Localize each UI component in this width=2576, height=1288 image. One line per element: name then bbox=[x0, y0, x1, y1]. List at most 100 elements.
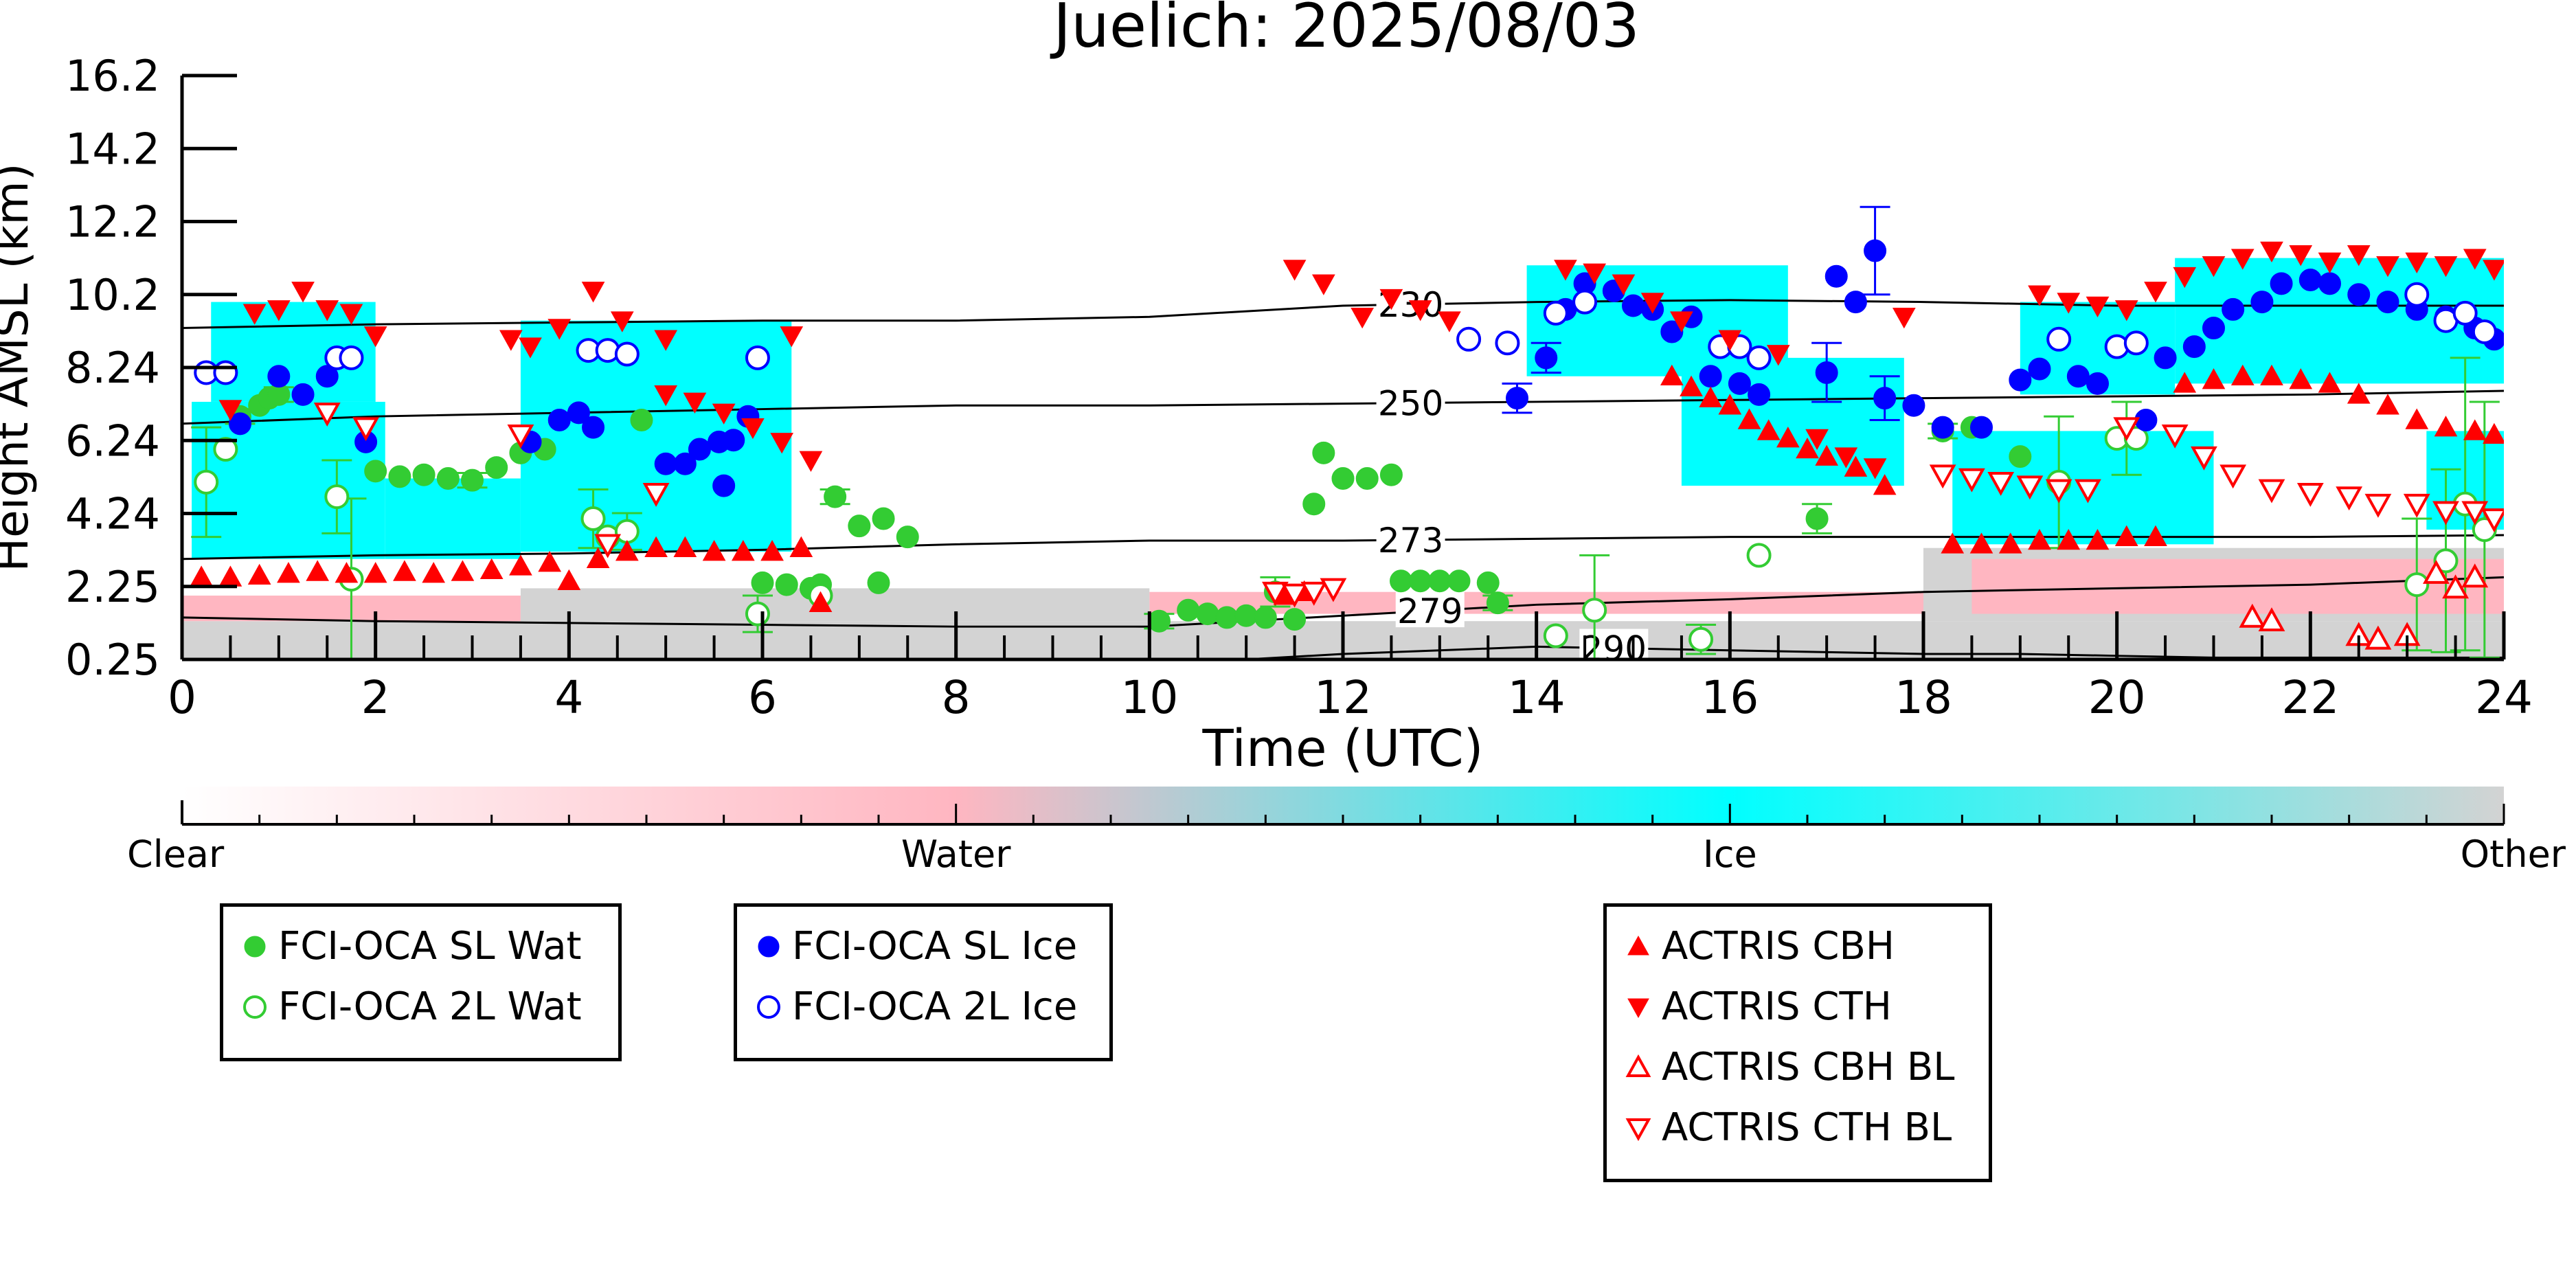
data-point bbox=[2336, 486, 2363, 511]
x-tick-label: 20 bbox=[2088, 671, 2146, 724]
data-point bbox=[586, 547, 610, 569]
data-point bbox=[2086, 528, 2110, 550]
data-point bbox=[1355, 467, 1379, 490]
data-point bbox=[538, 551, 562, 572]
data-point bbox=[1622, 294, 1645, 317]
data-point bbox=[2403, 493, 2430, 518]
data-point bbox=[2046, 326, 2072, 352]
legend-marker-icon bbox=[1625, 1118, 1651, 1142]
data-point bbox=[2289, 368, 2313, 389]
data-point bbox=[218, 565, 242, 587]
data-point bbox=[1805, 507, 1829, 530]
data-point bbox=[1572, 289, 1598, 315]
data-point bbox=[2296, 482, 2324, 507]
data-point bbox=[581, 282, 605, 303]
data-point bbox=[1776, 427, 1800, 448]
data-point bbox=[1351, 307, 1375, 329]
data-point bbox=[2318, 372, 2342, 393]
legend-item: FCI-OCA SL Wat bbox=[223, 919, 618, 974]
data-point bbox=[1612, 274, 1636, 295]
data-point bbox=[1873, 474, 1897, 495]
data-point bbox=[614, 341, 640, 367]
data-point bbox=[780, 326, 804, 348]
data-point bbox=[2404, 282, 2430, 307]
data-point bbox=[1844, 455, 1868, 477]
data-point bbox=[2144, 525, 2167, 546]
contour-line bbox=[182, 299, 2504, 330]
data-point bbox=[2434, 256, 2458, 278]
data-point bbox=[1929, 464, 1956, 489]
data-point bbox=[485, 456, 508, 479]
data-point bbox=[1215, 606, 1239, 629]
data-point bbox=[2028, 357, 2051, 381]
data-point bbox=[731, 539, 755, 561]
data-point bbox=[630, 409, 653, 431]
data-point bbox=[2318, 252, 2342, 273]
data-point bbox=[1699, 386, 1723, 407]
data-point bbox=[2270, 272, 2293, 295]
data-point bbox=[2202, 317, 2225, 340]
data-point bbox=[306, 560, 330, 581]
legend-label: ACTRIS CBH bbox=[1662, 924, 1895, 969]
data-point bbox=[1177, 598, 1200, 622]
data-point bbox=[2009, 368, 2032, 392]
data-point bbox=[547, 409, 571, 431]
contour-line bbox=[182, 534, 2504, 561]
data-point bbox=[519, 337, 542, 359]
data-point bbox=[644, 536, 668, 557]
data-point bbox=[1815, 444, 1839, 466]
x-tick-label: 4 bbox=[554, 671, 583, 724]
y-tick-label: 10.2 bbox=[65, 270, 160, 320]
data-point bbox=[2481, 508, 2504, 533]
data-point bbox=[824, 485, 847, 508]
legend-box: FCI-OCA SL Wat FCI-OCA 2L Wat bbox=[220, 903, 622, 1061]
data-point bbox=[2045, 479, 2072, 504]
data-point bbox=[229, 412, 251, 436]
data-point bbox=[393, 560, 416, 581]
data-point bbox=[2028, 285, 2051, 306]
x-tick-label: 10 bbox=[1120, 671, 1178, 724]
legend-marker-icon bbox=[244, 936, 266, 958]
data-point bbox=[673, 536, 697, 557]
y-tick-label: 4.24 bbox=[65, 489, 160, 539]
data-point bbox=[1486, 591, 1509, 615]
legend-marker-icon bbox=[1627, 998, 1649, 1019]
x-axis-label: Time (UTC) bbox=[1201, 719, 1483, 778]
data-point bbox=[673, 452, 697, 475]
data-point bbox=[1902, 394, 1925, 417]
data-point bbox=[1718, 330, 1742, 351]
legend-label: FCI-OCA 2L Wat bbox=[278, 984, 582, 1029]
data-point bbox=[1998, 532, 2022, 554]
colorbar-label: Clear bbox=[127, 833, 225, 876]
data-point bbox=[809, 591, 833, 612]
data-point bbox=[654, 385, 678, 407]
data-point bbox=[2376, 291, 2399, 314]
classification-area bbox=[520, 588, 1150, 622]
legend-item: FCI-OCA 2L Ice bbox=[737, 980, 1109, 1035]
data-point bbox=[315, 300, 339, 321]
data-point bbox=[1864, 239, 1887, 262]
data-point bbox=[1834, 447, 1858, 468]
data-point bbox=[2028, 528, 2051, 550]
legend-item: ACTRIS CTH BL bbox=[1607, 1100, 1989, 1155]
contour-label: 290 bbox=[1581, 629, 1647, 669]
data-point bbox=[642, 482, 670, 507]
data-point bbox=[363, 562, 387, 583]
data-point bbox=[1554, 260, 1577, 281]
data-point bbox=[2173, 372, 2197, 393]
data-point bbox=[712, 403, 736, 425]
data-point bbox=[567, 401, 590, 425]
data-point bbox=[1281, 583, 1308, 608]
data-point bbox=[1728, 372, 1751, 395]
data-point bbox=[461, 468, 484, 492]
x-tick-label: 6 bbox=[748, 671, 777, 724]
data-point bbox=[2452, 300, 2478, 326]
data-point bbox=[1815, 361, 1838, 384]
cloud-classification-background bbox=[182, 258, 2504, 659]
data-point bbox=[1196, 602, 1219, 626]
legend-label: FCI-OCA SL Ice bbox=[792, 924, 1078, 969]
data-point bbox=[267, 300, 291, 321]
legend-marker-icon bbox=[757, 995, 780, 1019]
data-point bbox=[2250, 291, 2274, 314]
data-point bbox=[722, 429, 745, 452]
